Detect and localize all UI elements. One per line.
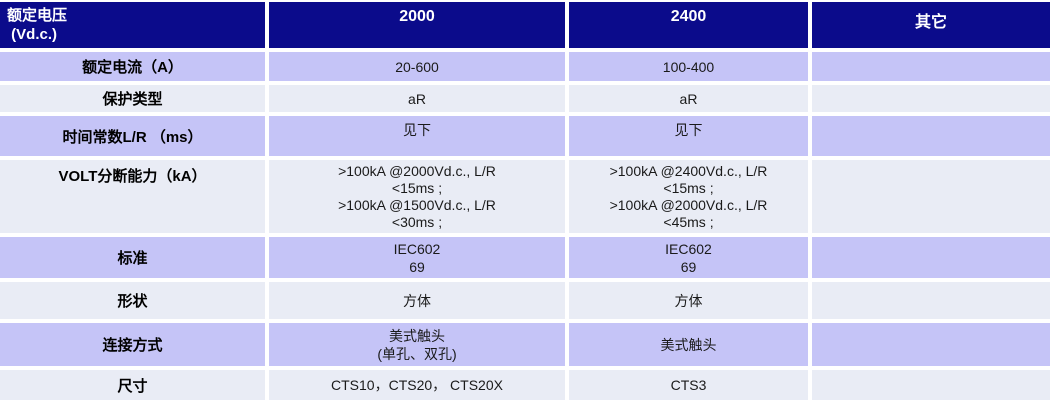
cell-shape-other	[812, 282, 1050, 319]
cell-rated-current-other	[812, 52, 1050, 81]
row-label-breaking-capacity: VOLT分断能力（kA）	[0, 160, 265, 233]
cell-breaking-capacity-2000: >100kA @2000Vd.c., L/R <15ms ; >100kA @1…	[269, 160, 565, 233]
cell-time-constant-other	[812, 116, 1050, 156]
row-label-standard: 标准	[0, 237, 265, 278]
cell-connection-type-other	[812, 323, 1050, 366]
cell-standard-2400: IEC602 69	[569, 237, 808, 278]
cell-time-constant-2000: 见下	[269, 116, 565, 156]
row-label-rated-current: 额定电流（A）	[0, 52, 265, 81]
cell-dimensions-other	[812, 370, 1050, 400]
cell-dimensions-2000: CTS10，CTS20， CTS20X	[269, 370, 565, 400]
header-cell-rated-voltage: 额定电压 (Vd.c.)	[0, 2, 265, 48]
header-cell-2400: 2400	[569, 2, 808, 48]
row-label-time-constant: 时间常数L/R （ms）	[0, 116, 265, 156]
cell-protection-type-2400: aR	[569, 85, 808, 112]
cell-rated-current-2400: 100-400	[569, 52, 808, 81]
cell-shape-2000: 方体	[269, 282, 565, 319]
cell-standard-2000: IEC602 69	[269, 237, 565, 278]
cell-dimensions-2400: CTS3	[569, 370, 808, 400]
cell-protection-type-other	[812, 85, 1050, 112]
cell-standard-other	[812, 237, 1050, 278]
cell-rated-current-2000: 20-600	[269, 52, 565, 81]
row-label-dimensions: 尺寸	[0, 370, 265, 400]
cell-protection-type-2000: aR	[269, 85, 565, 112]
row-label-connection-type: 连接方式	[0, 323, 265, 366]
cell-time-constant-2400: 见下	[569, 116, 808, 156]
row-label-protection-type: 保护类型	[0, 85, 265, 112]
cell-shape-2400: 方体	[569, 282, 808, 319]
cell-connection-type-2400: 美式触头	[569, 323, 808, 366]
cell-breaking-capacity-other	[812, 160, 1050, 233]
row-label-shape: 形状	[0, 282, 265, 319]
cell-breaking-capacity-2400: >100kA @2400Vd.c., L/R <15ms ; >100kA @2…	[569, 160, 808, 233]
cell-connection-type-2000: 美式触头 (单孔、双孔)	[269, 323, 565, 366]
header-cell-2000: 2000	[269, 2, 565, 48]
header-cell-other: 其它	[812, 2, 1050, 48]
